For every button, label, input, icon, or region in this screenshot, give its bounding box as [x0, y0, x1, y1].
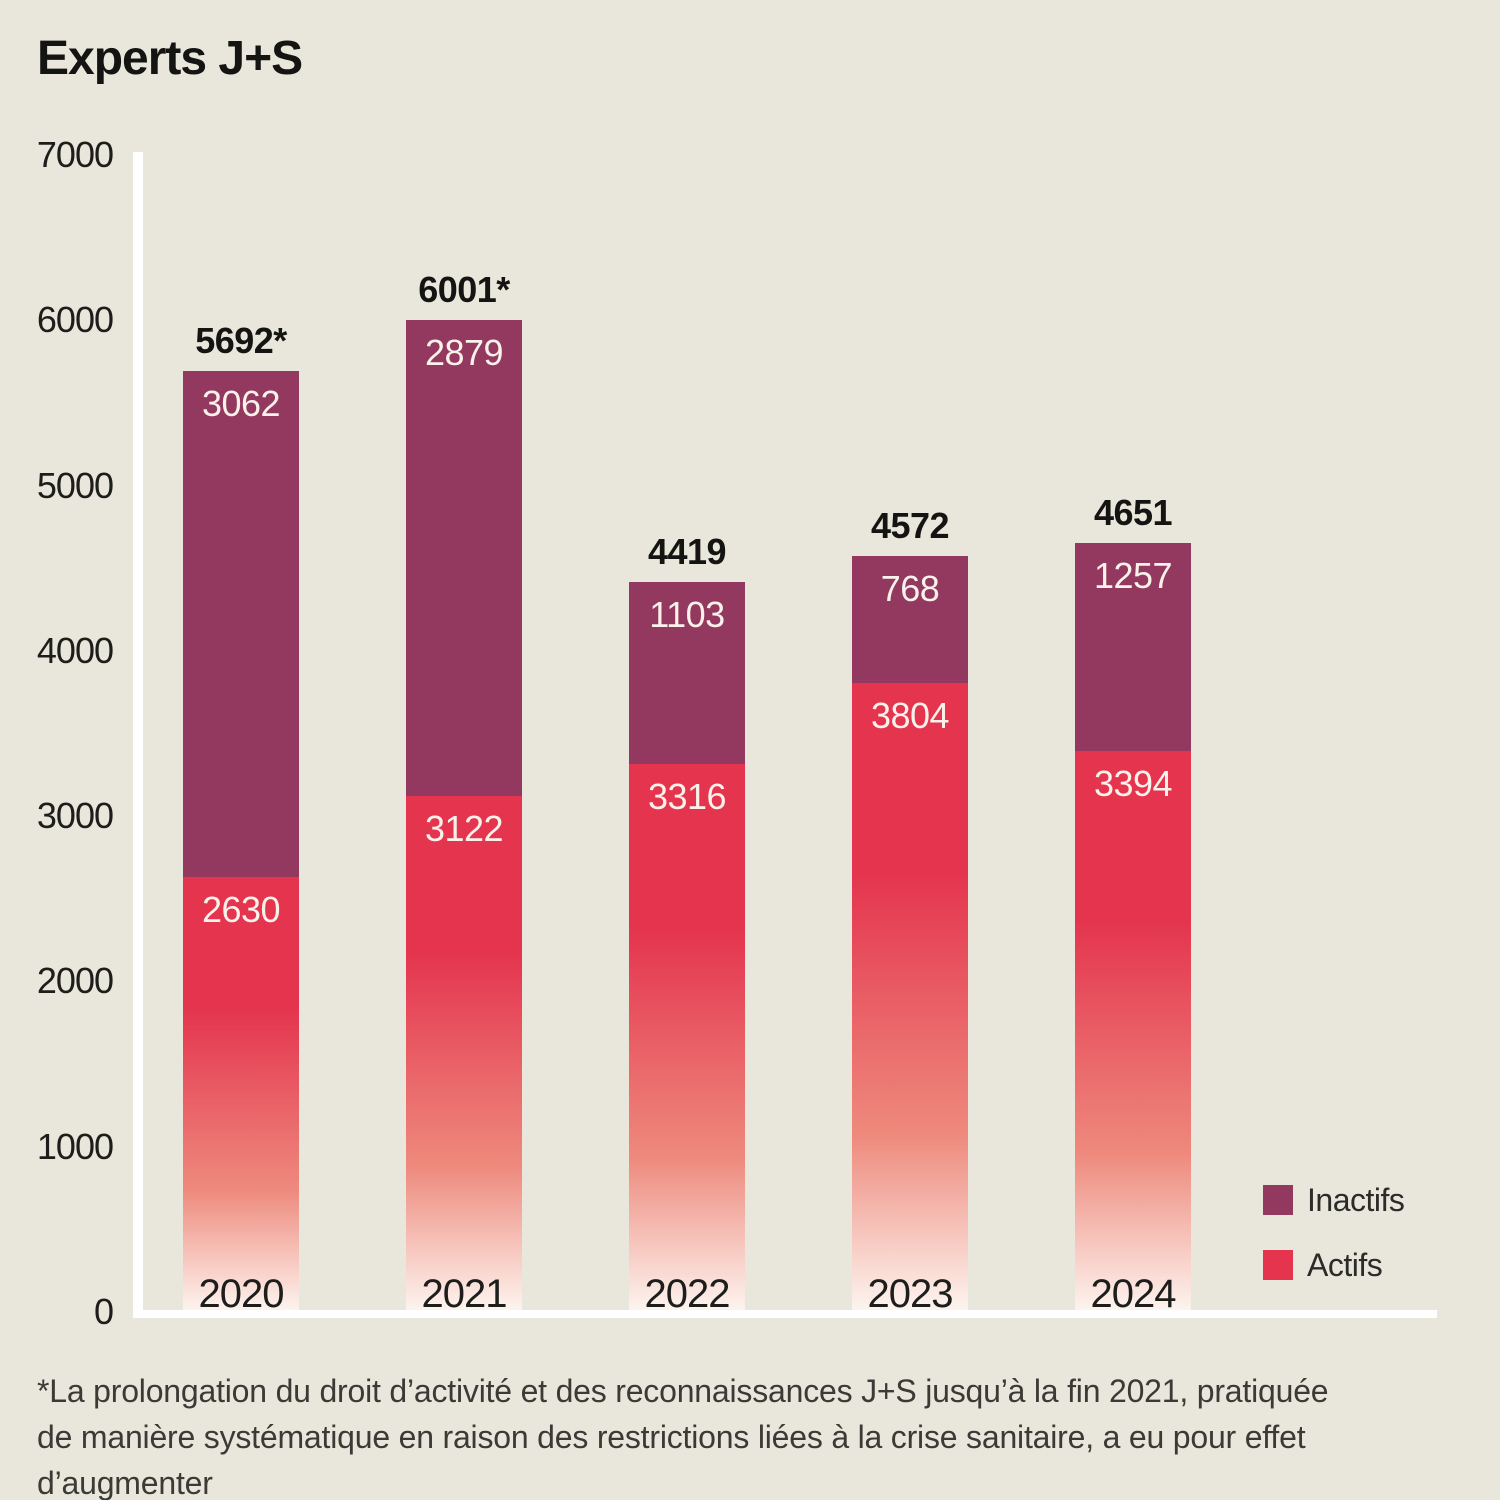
- bar-value-inactifs-2020: 3062: [201, 383, 281, 424]
- bar-segment-inactifs-2022: 1103: [629, 582, 745, 764]
- bar-value-inactifs-2021: 2879: [424, 332, 504, 373]
- bar-value-inactifs-2022: 1103: [649, 594, 725, 635]
- y-axis-tick-label: 1000: [36, 1125, 114, 1167]
- bar-segment-actifs-2021: 3122: [406, 796, 522, 1312]
- bar-value-actifs-2023: 3804: [870, 695, 950, 736]
- legend-item-inactifs: Inactifs: [1263, 1182, 1405, 1218]
- bar-segment-inactifs-2024: 1257: [1075, 543, 1191, 751]
- bar-value-actifs-2024: 3394: [1093, 763, 1173, 804]
- bar-total-label-2023: 4572: [870, 505, 950, 546]
- legend-swatch-actifs-icon: [1263, 1250, 1293, 1280]
- bar-segment-inactifs-2023: 768: [852, 556, 968, 683]
- bar-value-inactifs-2024: 1257: [1093, 555, 1173, 596]
- legend-swatch-inactifs-icon: [1263, 1185, 1293, 1215]
- bar-segment-actifs-2020: 2630: [183, 877, 299, 1312]
- bar-segment-actifs-2022: 3316: [629, 764, 745, 1312]
- y-axis-tick-label: 6000: [36, 299, 114, 341]
- bar-value-actifs-2020: 2630: [201, 889, 281, 930]
- y-axis-tick-label: 5000: [36, 464, 114, 506]
- y-axis-tick-label: 3000: [36, 795, 114, 837]
- bar-total-label-2021: 6001*: [418, 269, 510, 310]
- bar-value-inactifs-2023: 768: [880, 568, 940, 609]
- x-axis-label-2020: 2020: [198, 1272, 285, 1316]
- bar-segment-actifs-2023: 3804: [852, 683, 968, 1312]
- bar-segment-actifs-2024: 3394: [1075, 751, 1191, 1312]
- legend-label-actifs: Actifs: [1307, 1247, 1383, 1283]
- y-axis-line: [133, 152, 143, 1318]
- x-axis-label-2023: 2023: [867, 1272, 954, 1316]
- x-axis-label-2024: 2024: [1090, 1272, 1177, 1316]
- x-axis-label-2022: 2022: [644, 1272, 731, 1316]
- y-axis-tick-label: 0: [93, 1291, 114, 1332]
- bar-value-actifs-2022: 3316: [647, 776, 727, 817]
- legend-label-inactifs: Inactifs: [1307, 1182, 1405, 1218]
- bar-segment-inactifs-2021: 2879: [406, 320, 522, 796]
- y-axis-tick-label: 2000: [36, 960, 114, 1002]
- footnote-line-2: de manière systématique en raison des re…: [37, 1419, 1306, 1500]
- y-axis-tick-label: 4000: [36, 629, 114, 671]
- x-axis-label-2021: 2021: [421, 1272, 508, 1316]
- footnote-line-1: *La prolongation du droit d’activité et …: [37, 1373, 1329, 1409]
- chart-title: Experts J+S: [37, 32, 303, 85]
- footnote: *La prolongation du droit d’activité et …: [37, 1368, 1470, 1500]
- legend-item-actifs: Actifs: [1263, 1247, 1404, 1283]
- bar-total-label-2022: 4419: [647, 531, 727, 572]
- x-axis-line: [133, 1310, 1437, 1318]
- bar-segment-inactifs-2020: 3062: [183, 371, 299, 877]
- bar-total-label-2024: 4651: [1093, 492, 1173, 533]
- bar-value-actifs-2021: 3122: [424, 808, 504, 849]
- legend: Inactifs Actifs: [1263, 1182, 1405, 1315]
- y-axis-tick-label: 7000: [36, 133, 114, 175]
- bar-total-label-2020: 5692*: [195, 320, 287, 361]
